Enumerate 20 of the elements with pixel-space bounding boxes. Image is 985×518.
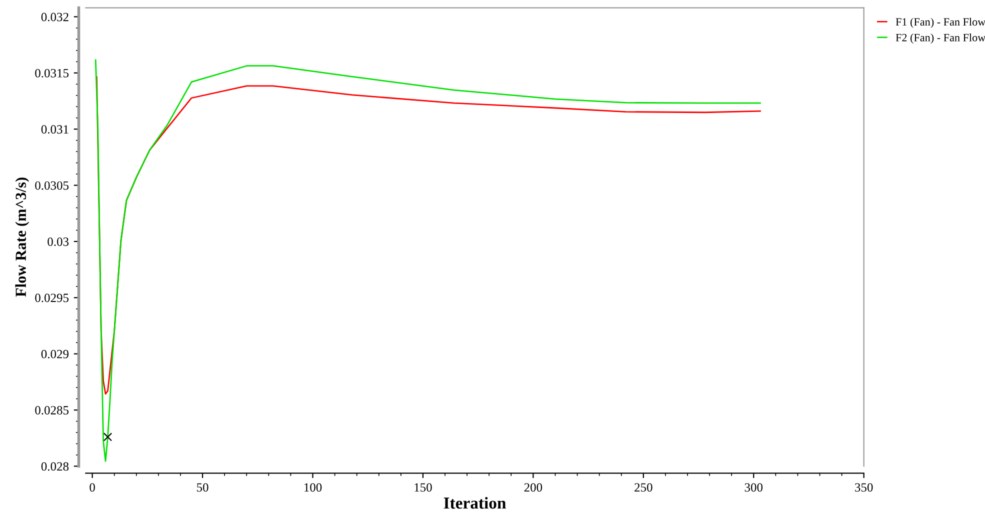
y-tick-label: 0.0285 xyxy=(35,406,69,415)
y-tick-label: 0.0305 xyxy=(35,181,69,190)
y-tick-label: 0.028 xyxy=(41,462,69,471)
y-axis-title: Flow Rate (m^3/s) xyxy=(15,178,30,297)
x-tick-label: 350 xyxy=(855,483,873,492)
y-tick-label: 0.032 xyxy=(41,12,68,22)
line-series xyxy=(94,59,761,462)
y-tick-label: 0.03 xyxy=(48,238,69,246)
x-tick-label: 50 xyxy=(197,483,208,492)
y-tick-label: 0.029 xyxy=(41,350,69,358)
x-tick-label: 100 xyxy=(304,483,322,492)
x-tick-label: 150 xyxy=(414,483,432,492)
x-axis-title: Iteration xyxy=(444,496,506,509)
y-tick-label: 0.031 xyxy=(41,125,68,134)
x-tick-label: 250 xyxy=(634,483,652,492)
x-tick-label: 300 xyxy=(744,483,763,492)
y-tick-label: 0.0315 xyxy=(35,68,69,78)
x-tick-label: 0 xyxy=(90,483,95,492)
y-tick-label: 0.0295 xyxy=(35,294,69,302)
x-tick-label: 200 xyxy=(524,483,542,492)
